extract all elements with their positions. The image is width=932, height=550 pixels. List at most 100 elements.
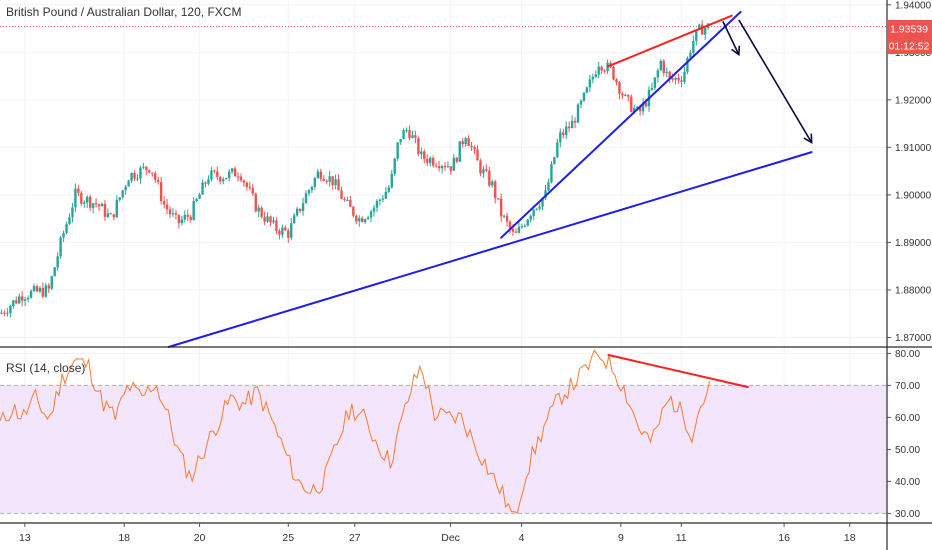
candle-body: [269, 216, 272, 223]
candle-body: [414, 135, 417, 138]
candle-body: [266, 216, 269, 222]
candle-body: [245, 182, 249, 188]
chart-title[interactable]: British Pound / Australian Dollar, 120, …: [6, 5, 241, 19]
candle-body: [103, 203, 107, 217]
candle-body: [437, 166, 441, 169]
candle-body: [156, 179, 160, 183]
candle-body: [139, 167, 142, 179]
candle-body: [343, 199, 346, 201]
candle-body: [597, 66, 600, 75]
candle-body: [115, 199, 118, 218]
candle-body: [260, 207, 263, 217]
candle-body: [88, 196, 92, 208]
x-tick-label: 25: [282, 532, 294, 544]
candle-body: [325, 180, 328, 182]
candle-body: [674, 77, 677, 80]
candle-body: [151, 172, 154, 174]
candle-body: [494, 181, 497, 199]
countdown-value: 01:12:52: [889, 41, 930, 53]
candle-body: [387, 187, 391, 192]
candlestick-series: [0, 20, 710, 318]
candle-body: [133, 172, 136, 179]
candle-body: [86, 196, 89, 203]
candle-body: [301, 203, 305, 211]
candle-body: [62, 232, 65, 238]
candle-body: [482, 169, 485, 174]
y-tick-label: 1.90000: [895, 190, 932, 201]
candle-body: [68, 217, 71, 225]
candle-body: [290, 223, 293, 238]
candle-body: [375, 200, 379, 208]
candle-body: [369, 211, 373, 218]
candle-body: [703, 27, 707, 35]
candle-body: [222, 179, 225, 182]
candle-body: [127, 180, 130, 187]
candle-body: [644, 102, 648, 107]
candle-body: [195, 198, 198, 202]
candle-body: [180, 219, 184, 224]
candle-body: [650, 87, 654, 90]
chart-drawings[interactable]: [167, 10, 813, 388]
candle-body: [689, 52, 692, 58]
candle-body: [532, 209, 535, 216]
candle-body: [77, 188, 80, 193]
y-tick-label: 60.00: [895, 413, 920, 424]
candle-body: [417, 137, 420, 155]
candle-body: [109, 213, 113, 215]
candle-body: [154, 173, 157, 180]
candle-body: [381, 198, 385, 200]
candle-body: [251, 188, 254, 194]
candle-body: [612, 66, 615, 80]
rsi-line: [0, 349, 711, 514]
candle-body: [189, 216, 192, 220]
candle-body: [136, 178, 139, 180]
candle-body: [538, 206, 541, 209]
candle-body: [659, 60, 663, 71]
candle-body: [499, 198, 503, 217]
candle-body: [0, 312, 3, 314]
candle-body: [91, 203, 95, 208]
candle-body: [165, 204, 169, 210]
y-tick-label: 1.88000: [895, 285, 932, 296]
y-tick-label: 30.00: [895, 509, 920, 520]
candle-body: [56, 256, 59, 268]
candle-body: [464, 138, 467, 145]
candle-body: [35, 286, 39, 292]
candle-body: [393, 158, 396, 174]
candle-body: [227, 171, 231, 179]
price-divergence-line: [606, 14, 733, 68]
candle-body: [159, 182, 163, 202]
candle-body: [588, 79, 592, 88]
candle-body: [233, 168, 237, 177]
time-axis-ticks[interactable]: 13 18 20 25 27 Dec 4 9 11 16 18: [19, 523, 856, 544]
y-tick-label: 50.00: [895, 445, 920, 456]
candle-body: [449, 166, 453, 171]
candle-body: [186, 214, 189, 217]
candle-body: [638, 106, 642, 112]
candle-body: [485, 169, 488, 171]
candle-body: [603, 70, 606, 72]
candle-body: [671, 78, 674, 80]
candle-body: [565, 126, 568, 136]
candle-body: [372, 207, 376, 212]
arrow-head: [803, 133, 813, 145]
candle-body: [396, 142, 399, 159]
rsi-axis-ticks[interactable]: 80.00 70.00 60.00 50.00 40.00 30.00: [887, 349, 920, 520]
rsi-overbought-oversold-band: [0, 385, 887, 514]
candle-body: [71, 207, 74, 218]
rsi-title[interactable]: RSI (14, close): [6, 361, 85, 375]
arrow-head: [731, 45, 741, 57]
y-tick-label: 1.94000: [895, 0, 932, 11]
rsi-divergence-line: [607, 354, 749, 388]
candle-body: [633, 108, 636, 112]
candle-body: [12, 300, 15, 307]
candle-body: [177, 214, 181, 224]
candle-body: [248, 187, 252, 189]
candle-body: [384, 191, 388, 199]
candle-body: [511, 228, 515, 232]
candle-body: [476, 149, 479, 161]
y-tick-label: 80.00: [895, 349, 920, 360]
candle-body: [479, 160, 482, 174]
y-tick-label: 40.00: [895, 477, 920, 488]
